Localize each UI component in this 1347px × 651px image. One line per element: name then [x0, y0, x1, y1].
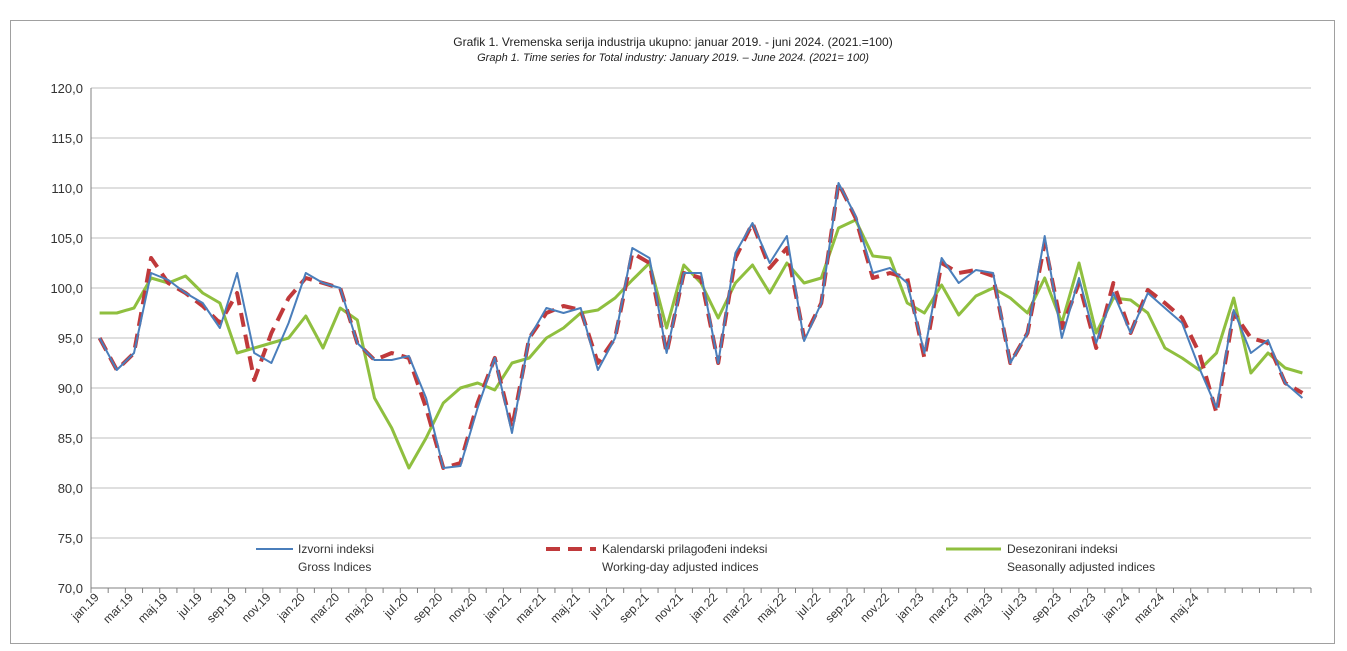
y-tick-label: 70,0 [58, 581, 83, 596]
x-tick-label: nov.23 [1064, 590, 1099, 625]
y-tick-label: 115,0 [51, 131, 83, 146]
legend-label-seasonal: Desezonirani indeksi [1007, 542, 1118, 556]
x-tick-label: jul.19 [174, 590, 205, 621]
chart-title: Grafik 1. Vremenska serija industrija uk… [453, 35, 892, 49]
y-tick-label: 80,0 [58, 481, 83, 496]
x-tick-label: jul.22 [793, 590, 824, 621]
y-tick-label: 90,0 [58, 381, 83, 396]
series-line-gross [98, 182, 1304, 469]
x-tick-label: maj.23 [960, 590, 996, 626]
x-tick-label: maj.24 [1166, 590, 1202, 626]
series-lines [97, 181, 1304, 470]
x-tick-label: mar.22 [719, 590, 755, 626]
x-tick-label: mar.24 [1131, 590, 1167, 626]
y-tick-label: 110,0 [51, 181, 83, 196]
legend-label-gross-en: Gross Indices [298, 560, 371, 574]
legend: Izvorni indeksi Gross Indices Kalendarsk… [256, 542, 1155, 574]
x-tick-label: mar.19 [100, 590, 136, 626]
x-tick-label: nov.21 [651, 590, 686, 625]
x-tick-label: jan.23 [893, 590, 927, 624]
x-tick-label: jul.20 [380, 590, 411, 621]
y-tick-label: 85,0 [58, 431, 83, 446]
x-tick-label: nov.19 [239, 590, 274, 625]
x-tick-label: mar.21 [513, 590, 549, 626]
x-tick-label: jan.20 [274, 590, 308, 624]
x-tick-label: sep.22 [822, 590, 858, 626]
y-tick-label: 100,0 [50, 281, 83, 296]
x-tick-label: mar.20 [306, 590, 342, 626]
x-tick-label: jan.24 [1099, 590, 1133, 624]
x-tick-label: sep.19 [204, 590, 240, 626]
chart-frame: Grafik 1. Vremenska serija industrija uk… [10, 20, 1335, 644]
x-tick-label: jul.23 [999, 590, 1030, 621]
gridlines [91, 87, 1311, 589]
x-tick-label: nov.20 [445, 590, 480, 625]
legend-label-gross: Izvorni indeksi [298, 542, 374, 556]
x-tick-label: maj.21 [547, 590, 583, 626]
x-tick-label: jan.22 [687, 590, 721, 624]
legend-label-seasonal-en: Seasonally adjusted indices [1007, 560, 1155, 574]
legend-label-working-day-en: Working-day adjusted indices [602, 560, 759, 574]
y-tick-label: 95,0 [58, 331, 83, 346]
line-chart: Grafik 1. Vremenska serija industrija uk… [50, 35, 1312, 626]
x-tick-label: maj.22 [754, 590, 790, 626]
x-tick-label: nov.22 [857, 590, 892, 625]
legend-entry-working-day: Kalendarski prilagođeni indeksi Working-… [546, 542, 767, 574]
y-tick-label: 75,0 [58, 531, 83, 546]
legend-entry-seasonal: Desezonirani indeksi Seasonally adjusted… [946, 542, 1155, 574]
x-tick-label: jan.21 [480, 590, 514, 624]
series-line-working-day [97, 181, 1304, 470]
x-tick-label: mar.23 [925, 590, 961, 626]
x-tick-label: sep.21 [616, 590, 652, 626]
legend-label-working-day: Kalendarski prilagođeni indeksi [602, 542, 767, 556]
x-tick-label: maj.20 [341, 590, 377, 626]
y-tick-label: 105,0 [50, 231, 83, 246]
x-tick-label: maj.19 [135, 590, 171, 626]
x-tick-label: sep.23 [1029, 590, 1065, 626]
y-tick-label: 120,0 [50, 81, 83, 96]
x-tick-label: jul.21 [586, 590, 617, 621]
legend-entry-gross: Izvorni indeksi Gross Indices [256, 542, 374, 574]
x-tick-label: sep.20 [410, 590, 446, 626]
chart-subtitle: Graph 1. Time series for Total industry:… [477, 52, 869, 64]
